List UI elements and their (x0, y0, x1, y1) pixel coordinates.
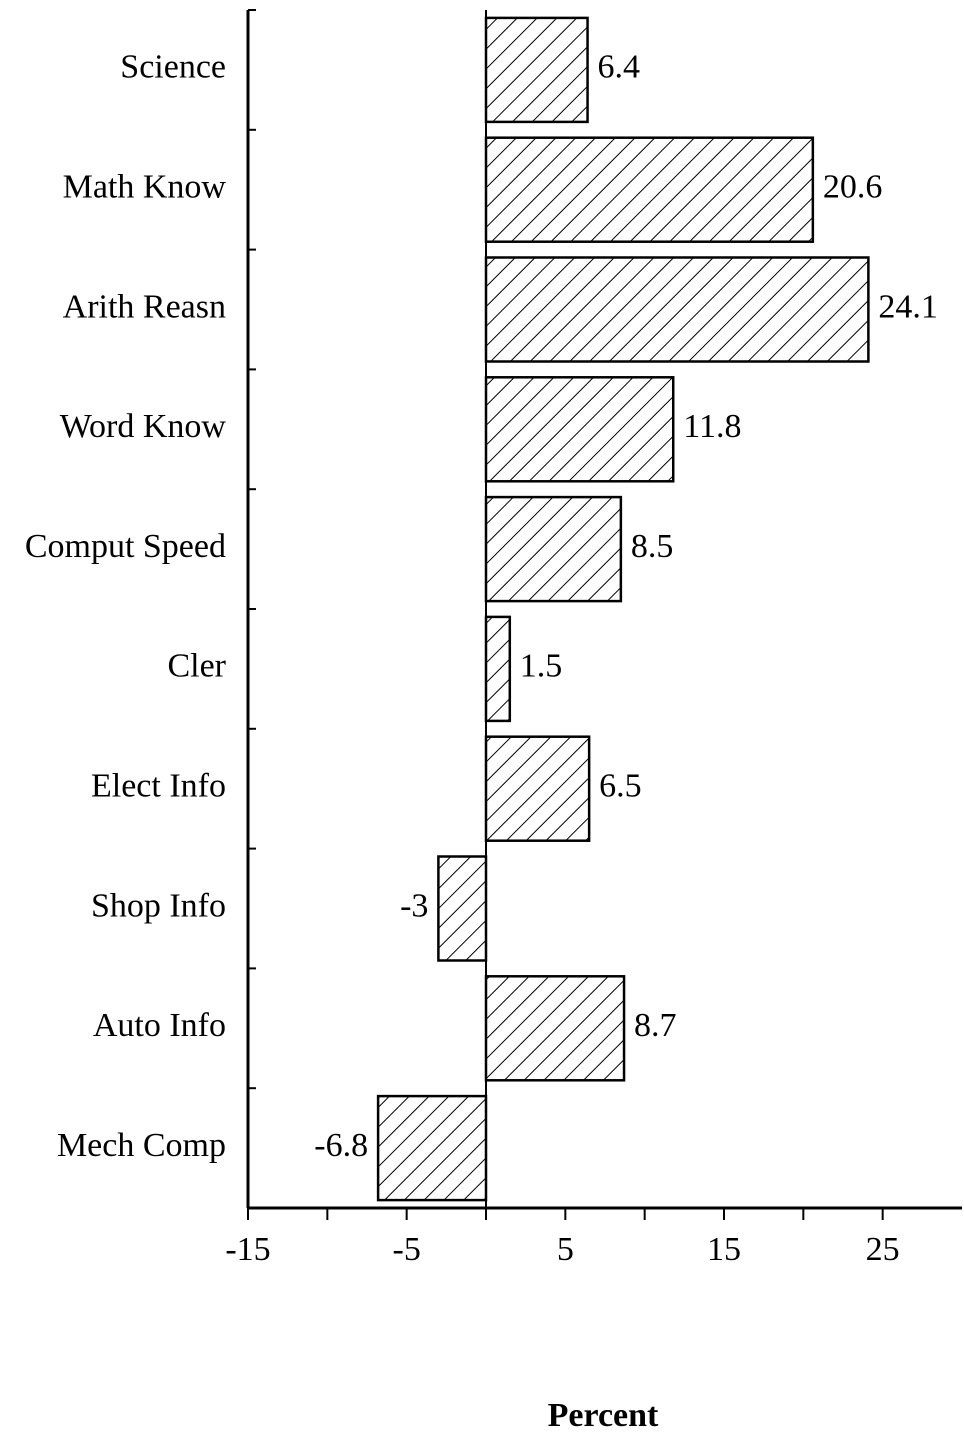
value-label: -6.8 (314, 1127, 368, 1164)
y-tick-label: Auto Info (93, 1007, 226, 1044)
x-tick-label: 15 (707, 1231, 741, 1268)
bar (376, 1094, 488, 1202)
x-tick-label: 5 (557, 1231, 574, 1268)
bar (484, 256, 870, 363)
bar (484, 975, 626, 1082)
y-tick-label: Cler (167, 648, 226, 685)
value-label: 20.6 (823, 168, 883, 205)
y-tick-label: Arith Reasn (63, 288, 226, 325)
y-tick-label: Elect Info (91, 767, 226, 804)
bar (484, 136, 815, 243)
bar (437, 855, 488, 962)
x-tick-label: -15 (225, 1231, 270, 1268)
value-label: 6.5 (599, 767, 642, 804)
y-tick-label: Word Know (60, 408, 227, 445)
value-label: 8.7 (634, 1007, 677, 1044)
x-tick-label: -5 (393, 1231, 421, 1268)
value-label: 24.1 (878, 288, 938, 325)
bar (484, 495, 623, 603)
y-tick-label: Comput Speed (25, 528, 226, 565)
bar (484, 615, 512, 723)
value-label: 1.5 (520, 648, 563, 685)
value-label: 8.5 (631, 528, 674, 565)
value-label: 6.4 (598, 49, 641, 86)
y-tick-label: Shop Info (91, 887, 226, 924)
y-tick-label: Math Know (63, 168, 227, 205)
bar (484, 16, 589, 124)
x-tick-label: 25 (866, 1231, 900, 1268)
bar (484, 376, 675, 483)
y-tick-label: Mech Comp (57, 1127, 226, 1164)
bar (484, 735, 591, 842)
y-tick-label: Science (120, 49, 226, 86)
value-label: -3 (400, 887, 428, 924)
value-label: 11.8 (683, 408, 741, 445)
x-axis-title: Percent (548, 1397, 659, 1434)
